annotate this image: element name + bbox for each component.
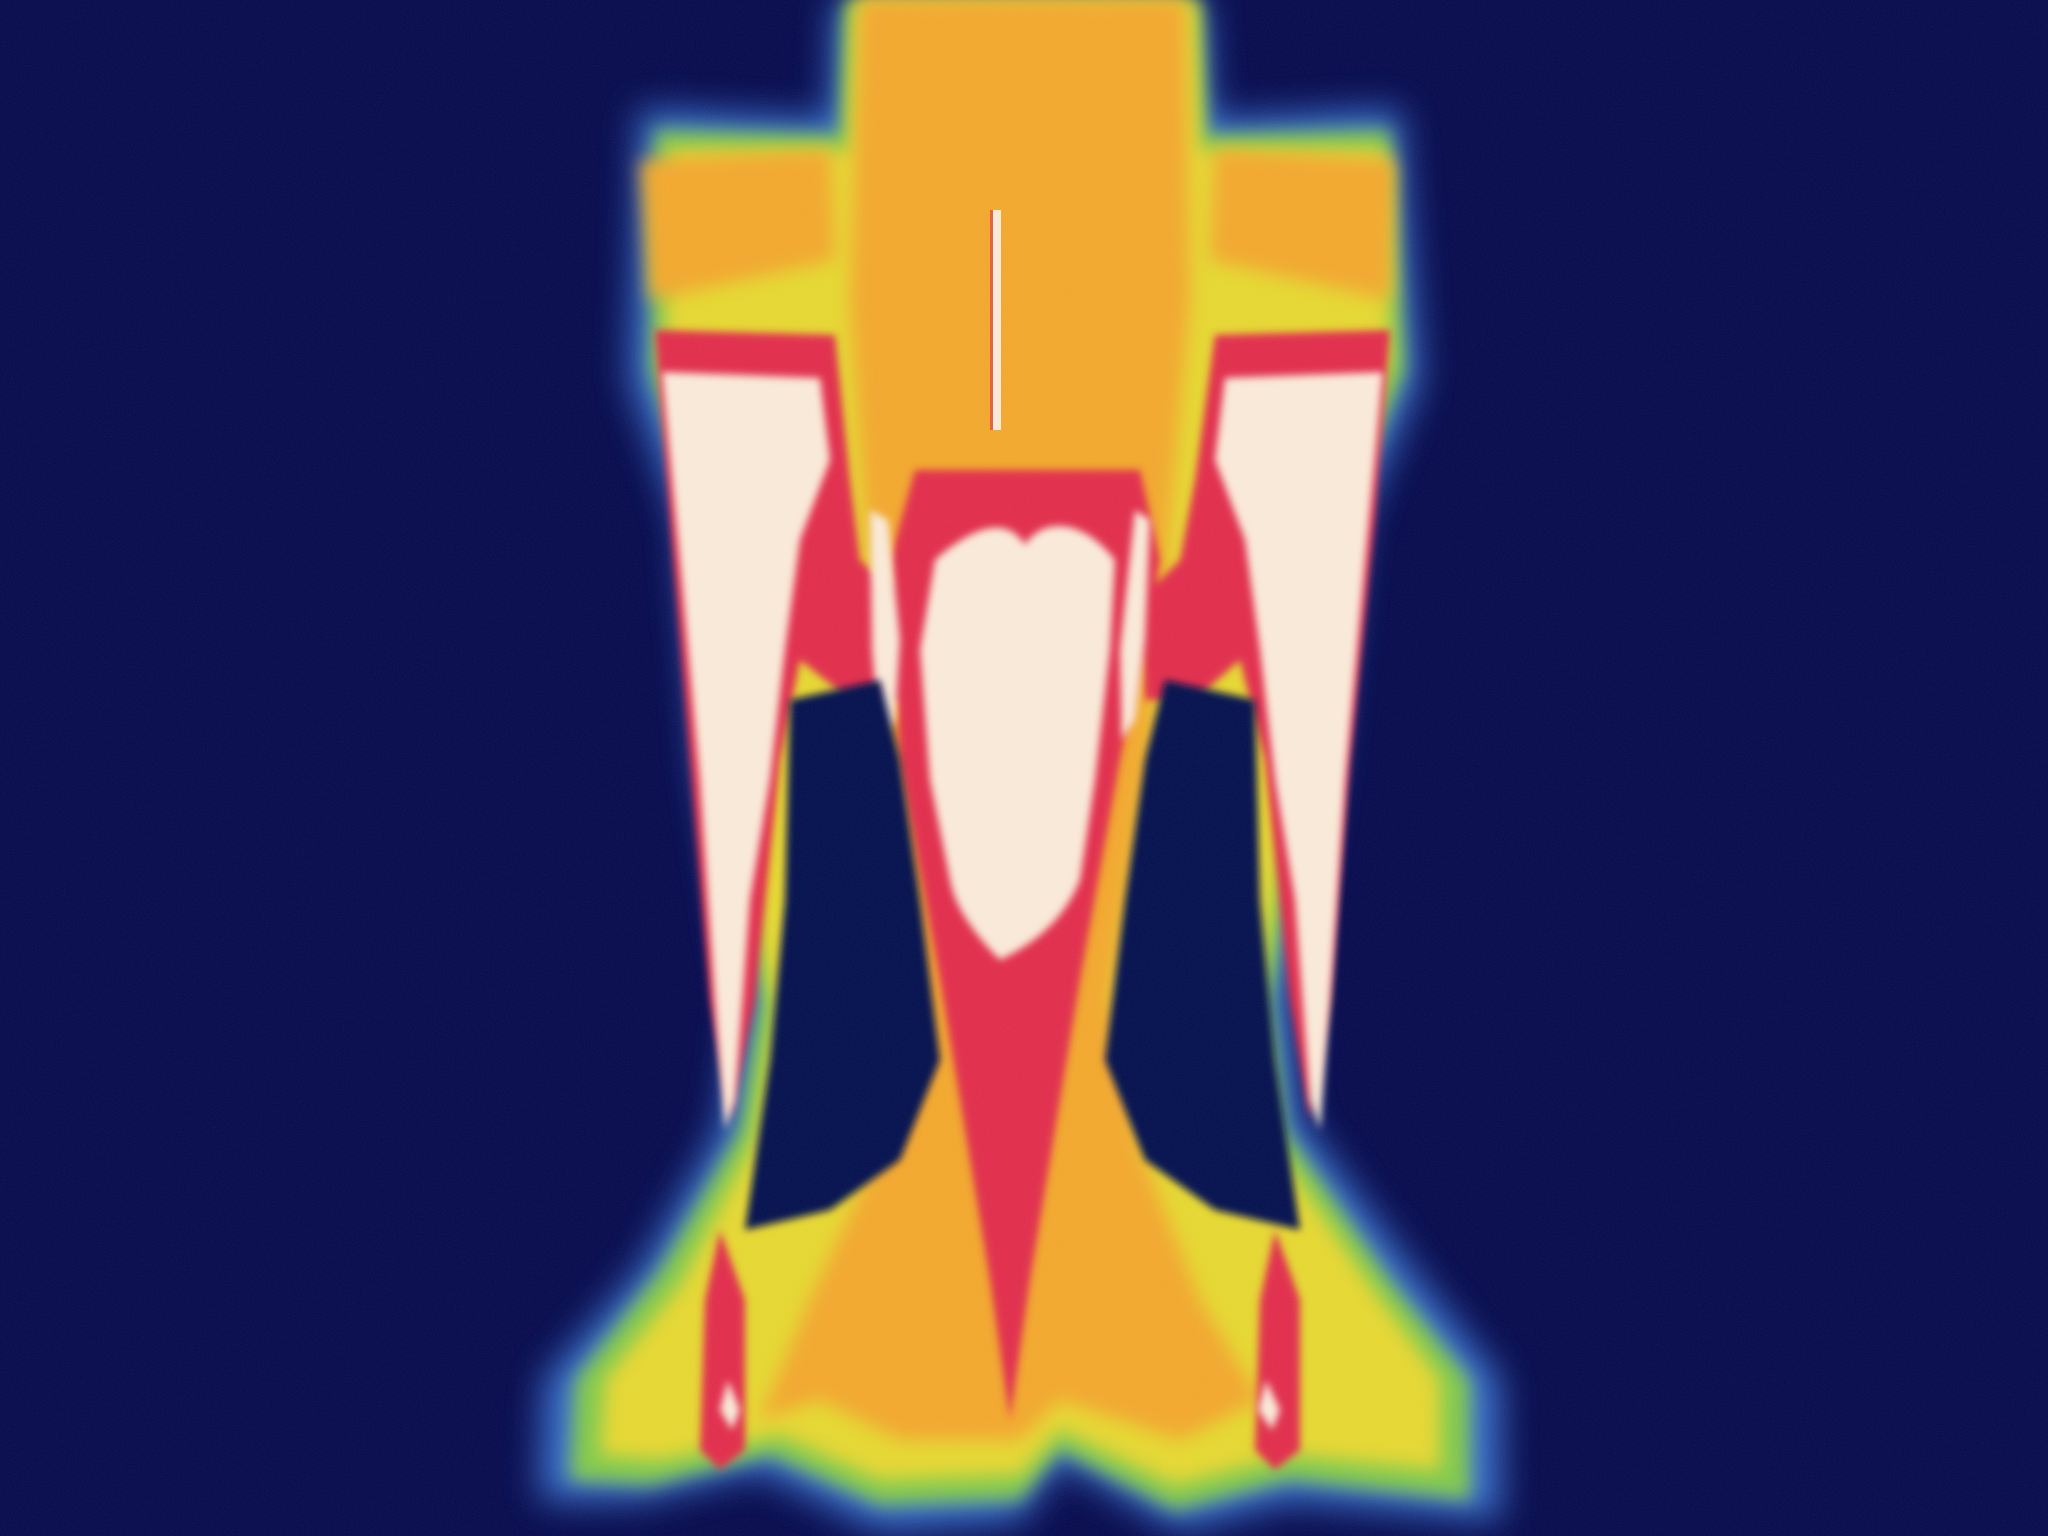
sensor-grain	[0, 0, 2048, 1536]
thermal-image	[0, 0, 2048, 1536]
